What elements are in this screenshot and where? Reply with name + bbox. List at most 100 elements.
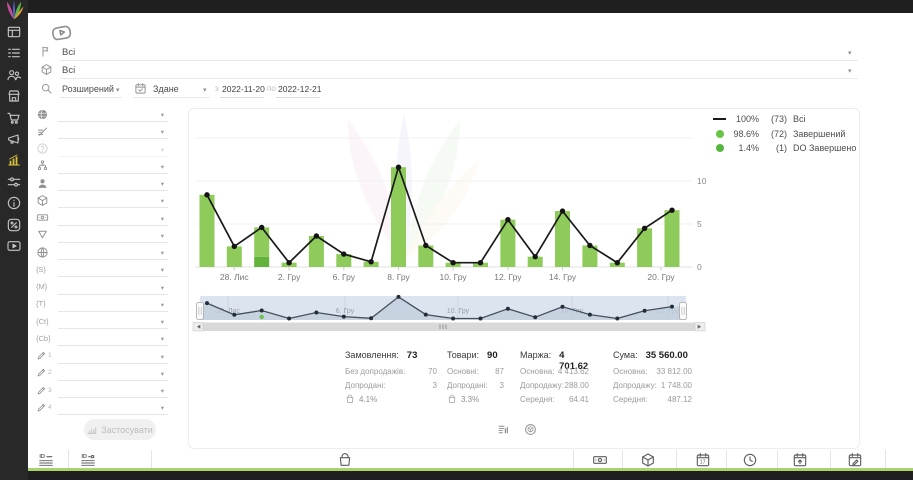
column-date-closed-icon[interactable] [847,452,864,469]
sidebar-item-analytics[interactable] [6,152,22,168]
sidebar-item-cart[interactable] [6,110,22,126]
legend-count: (73) [770,114,787,125]
field-underline [60,78,858,79]
column-products-icon[interactable] [337,452,354,469]
filter-site-icon [36,245,52,259]
filter-utm-campaign-select[interactable]: {Cb} ▾ [36,330,170,347]
stat-orders-header: Замовлення: 73 [345,350,418,361]
filter-unknown-select: ▾ [36,141,170,158]
column-divider [830,450,831,470]
filter-custom-4-icon: 4 [36,400,52,414]
filter-utm-campaign-icon: {Cb} [36,333,51,343]
filter-country-icon [36,107,52,121]
column-divider [777,450,778,470]
calendar-check-icon [134,82,147,100]
sidebar-item-marketing[interactable] [6,131,22,147]
filter-utm-source-select[interactable]: {S} ▾ [36,261,170,278]
stat-orders-upsell-rate: 4.1% [345,392,437,406]
search-icon[interactable] [40,82,53,100]
filter-funnel-select[interactable]: ▾ [36,227,170,244]
sidebar-item-orders[interactable] [6,45,22,61]
filter-payment-select[interactable]: ▾ [36,210,170,227]
date-from-input[interactable]: 2022-11-20 [222,84,265,94]
legend-count: (72) [770,128,787,139]
filter-custom-4-select[interactable]: 4 ▾ [36,399,170,416]
column-divider [573,450,574,470]
field-underline [58,138,168,140]
legend-item-завершений[interactable]: 98.6% (72) Завершений [711,127,859,142]
legend-name: Завершений [793,128,846,139]
sidebar-item-store[interactable] [6,88,22,104]
column-package-icon[interactable] [640,452,657,469]
chevron-down-icon: ▾ [160,267,164,275]
stat-products-row: Основні: 87 [447,366,504,376]
sidebar-item-info[interactable] [6,195,22,211]
chevron-down-icon: ▾ [160,112,164,119]
column-time-icon[interactable] [742,452,759,469]
date-to-input[interactable]: 2022-12-21 [278,84,322,94]
search-mode-select[interactable]: Розширений [62,84,114,94]
filter-product-icon [36,193,52,207]
stat-products-row: Допродані: 3 [447,380,504,390]
filter-country-select[interactable]: ▾ [36,106,170,123]
filter-custom-2-select[interactable]: 2 ▾ [36,365,170,382]
stat-margin-row: Середня: 64.41 [520,394,589,404]
field-underline [58,362,168,364]
legend-item-do-завершено[interactable]: 1.4% (1) DO Завершено [711,141,859,156]
filter-manager-select[interactable]: ▾ [36,175,170,192]
filter-utm-content-select[interactable]: {Ct} ▾ [36,313,170,330]
apply-filters-button[interactable]: Застосувати [84,419,156,440]
product-filter-value: Всі [62,65,76,76]
legend-item-всі[interactable]: 100% (73) Всі [711,112,859,127]
filter-structure-select[interactable]: ▾ [36,158,170,175]
field-underline [60,97,122,98]
status-filter-value: Всі [62,47,76,58]
status-filter-select[interactable]: Всі ▾ [40,46,858,61]
legend-swatch [711,118,728,121]
filter-site-select[interactable]: ▾ [36,244,170,261]
filter-utm-medium-icon: {M} [36,282,48,291]
top-bar [0,0,913,13]
filter-utm-term-select[interactable]: {T} ▾ [36,296,170,313]
sidebar-item-video-tutorials[interactable] [6,238,22,254]
sidebar-item-automation[interactable] [6,174,22,190]
sidebar-item-dashboard[interactable] [6,24,22,40]
bag-icon [345,394,355,404]
sidebar-item-offers[interactable] [6,217,22,233]
view-list-toggle-icon[interactable] [497,423,511,437]
column-date-created-icon[interactable]: 17 [695,452,712,469]
filter-product-select[interactable]: ▾ [36,192,170,209]
filter-utm-medium-select[interactable]: {M} ▾ [36,279,170,296]
filter-custom-3-select[interactable]: 3 ▾ [36,382,170,399]
stat-margin-row: Основна: 4 413.62 [520,366,589,376]
chevron-down-icon: ▾ [160,129,164,137]
field-underline [58,121,168,122]
field-underline [60,60,858,61]
column-external-id-icon[interactable]: ID [80,452,97,469]
column-order-id-icon[interactable]: ID [38,452,55,469]
view-products-toggle-icon[interactable] [524,423,538,437]
field-underline [58,259,168,260]
filter-utm-term-icon: {T} [36,299,46,309]
product-filter-select[interactable]: Всі ▾ [40,64,858,79]
column-date-updated-icon[interactable] [792,452,809,469]
filter-custom-1-select[interactable]: 1 ▾ [36,348,170,365]
stat-total-header: Сума: 35 560.00 [613,350,688,361]
legend-name: Всі [793,114,806,125]
filter-custom-2-icon: 2 [36,366,52,380]
apply-filters-label: Застосувати [101,424,153,435]
column-payment-icon[interactable] [592,452,609,469]
sidebar-item-customers[interactable] [6,67,22,83]
stat-orders-row: Допродані: 3 [345,380,437,390]
field-underline [58,293,168,295]
date-field-select[interactable]: Здане [153,84,179,94]
field-underline [58,276,168,278]
sidebar [0,0,28,480]
filter-levels-select[interactable]: ▾ [36,123,170,140]
stat-total-row: Основна: 33 812.00 [613,366,692,376]
field-underline [58,224,168,226]
field-underline [58,155,168,157]
video-hint-icon[interactable] [50,21,74,43]
field-underline [58,414,168,416]
bag-icon [447,394,457,404]
